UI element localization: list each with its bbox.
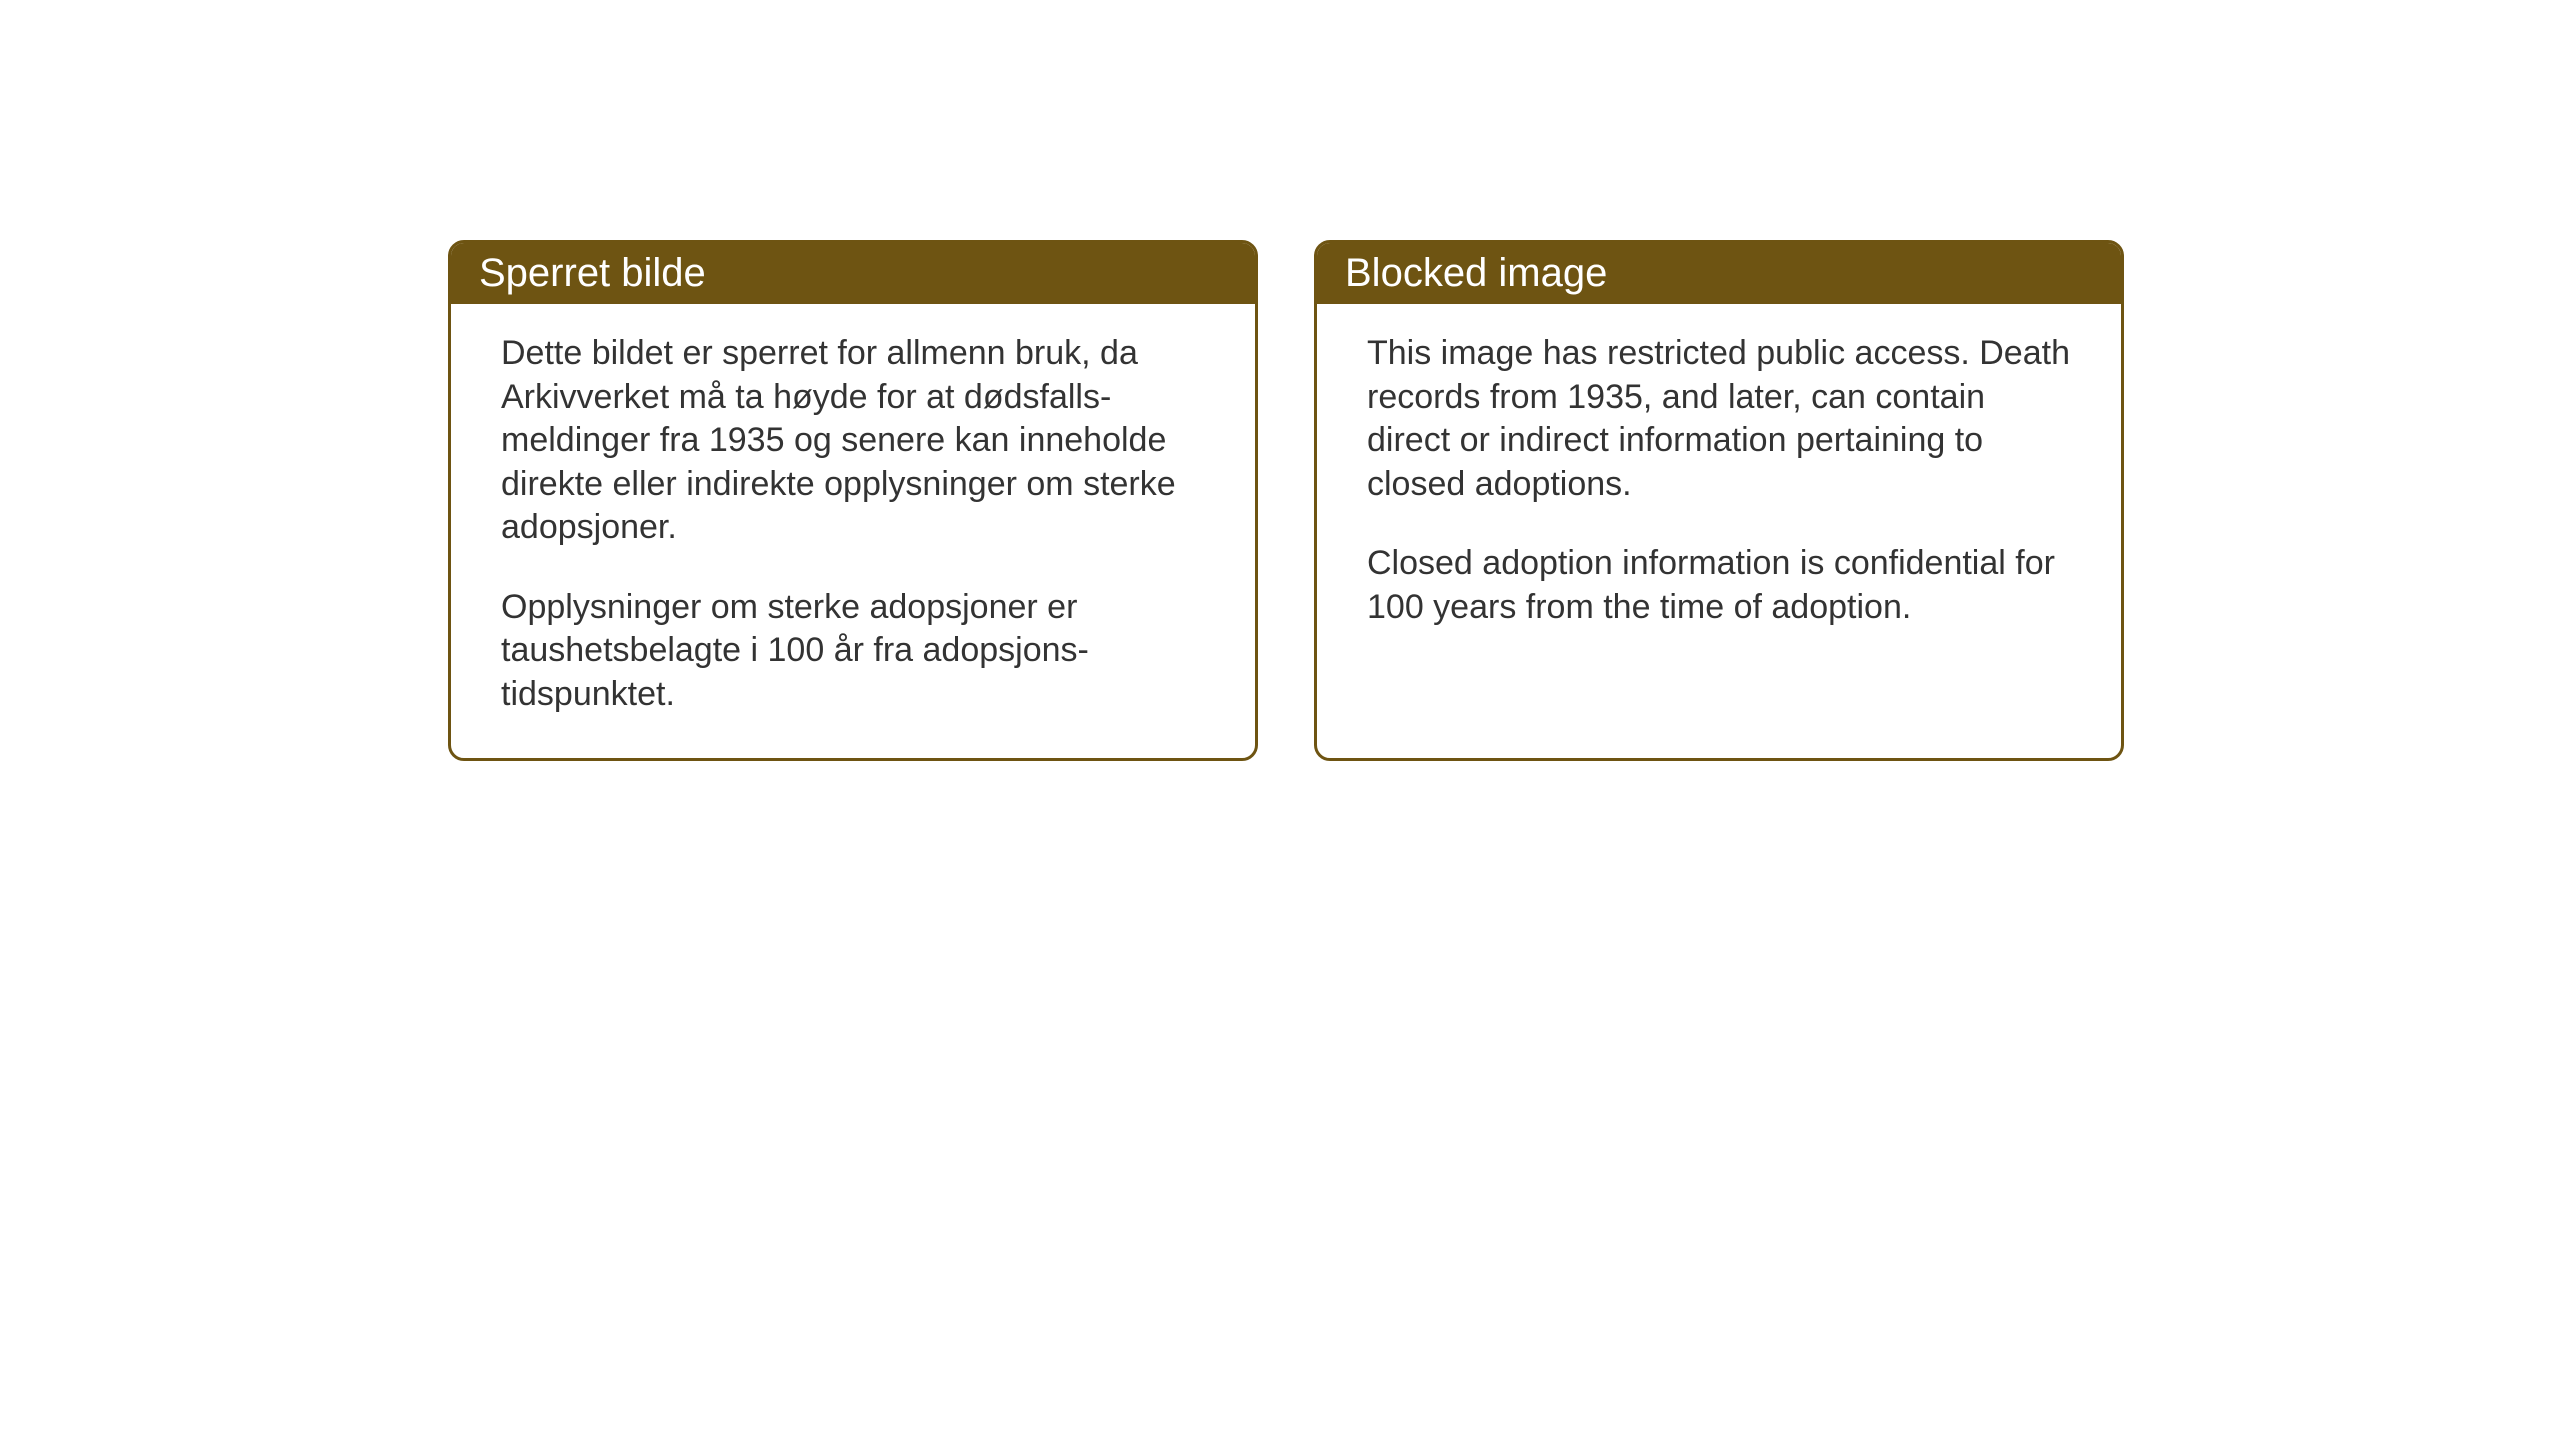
notice-paragraph-2-norwegian: Opplysninger om sterke adopsjoner er tau… (501, 586, 1205, 717)
notice-header-norwegian: Sperret bilde (451, 243, 1255, 304)
notice-header-english: Blocked image (1317, 243, 2121, 304)
notice-box-english: Blocked image This image has restricted … (1314, 240, 2124, 761)
notice-title-norwegian: Sperret bilde (479, 251, 706, 295)
notice-title-english: Blocked image (1345, 251, 1607, 295)
notice-box-norwegian: Sperret bilde Dette bildet er sperret fo… (448, 240, 1258, 761)
notice-paragraph-1-norwegian: Dette bildet er sperret for allmenn bruk… (501, 332, 1205, 550)
notice-paragraph-1-english: This image has restricted public access.… (1367, 332, 2071, 506)
notice-container: Sperret bilde Dette bildet er sperret fo… (448, 240, 2124, 761)
notice-body-english: This image has restricted public access.… (1317, 304, 2121, 671)
notice-paragraph-2-english: Closed adoption information is confident… (1367, 542, 2071, 629)
notice-body-norwegian: Dette bildet er sperret for allmenn bruk… (451, 304, 1255, 758)
